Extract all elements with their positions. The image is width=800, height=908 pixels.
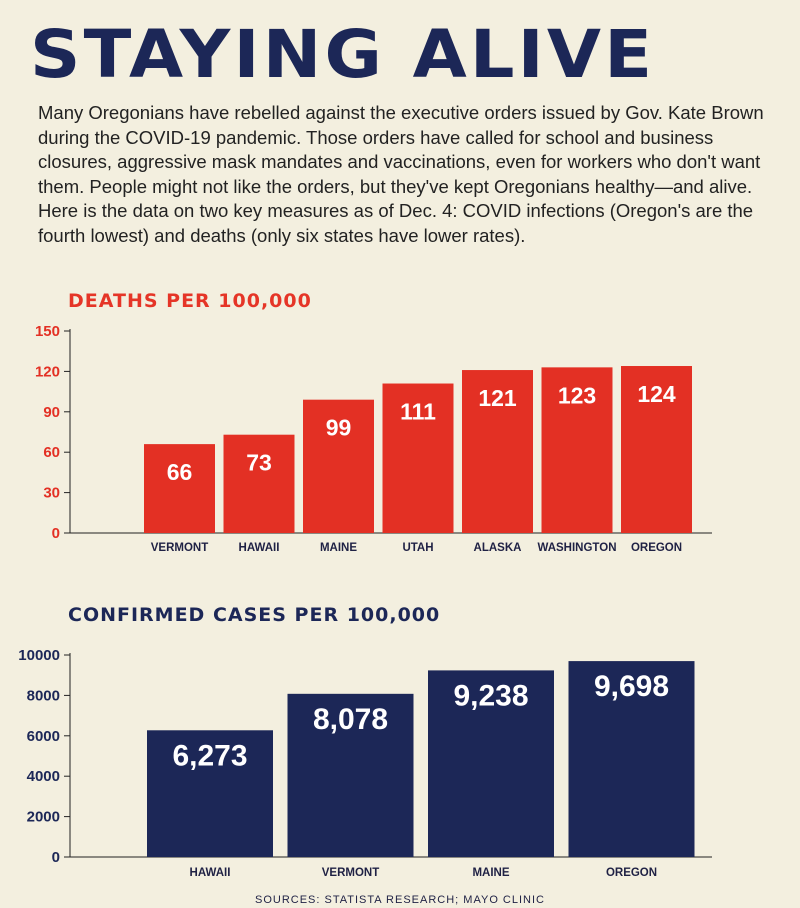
bar <box>303 399 374 533</box>
bar <box>144 444 215 533</box>
deaths-chart-title: DEATHS PER 100,000 <box>68 290 312 312</box>
y-tick-label: 6000 <box>27 728 60 745</box>
bar-value-label: 6,273 <box>172 739 247 772</box>
bar-value-label: 8,078 <box>313 703 388 736</box>
category-label: ALASKA <box>474 542 522 554</box>
bar-value-label: 124 <box>637 381 676 407</box>
cases-chart: 0 2000 4000 6000 8000 10000 6,273 HAWAII 8,078 VE… <box>18 647 712 879</box>
bar <box>462 370 533 533</box>
category-label: VERMONT <box>151 542 209 554</box>
category-label: OREGON <box>606 867 657 879</box>
y-tick-label: 4000 <box>27 768 60 785</box>
category-label: HAWAII <box>190 867 231 879</box>
y-tick-label: 90 <box>43 404 60 421</box>
bar <box>147 730 273 857</box>
y-tick-label: 30 <box>43 485 60 502</box>
bar <box>287 693 414 857</box>
bar-value-label: 73 <box>246 450 272 476</box>
y-tick-label: 8000 <box>27 687 60 704</box>
category-label: OREGON <box>631 542 682 554</box>
page-title: STAYING ALIVE <box>30 16 656 93</box>
bar-value-label: 121 <box>478 385 517 411</box>
y-tick-label: 10000 <box>18 647 60 664</box>
bar-value-label: 123 <box>558 382 596 408</box>
y-tick-label: 120 <box>35 363 60 380</box>
bar <box>223 434 295 533</box>
y-tick-label: 2000 <box>27 809 60 826</box>
deaths-chart: 0 30 60 90 120 150 66 VERMONT 73 HAWAII 99 MAINE 111… <box>35 323 712 554</box>
bar <box>568 661 695 857</box>
category-label: UTAH <box>402 542 433 554</box>
category-label: VERMONT <box>322 867 380 879</box>
bar-value-label: 99 <box>326 415 352 441</box>
category-label: WASHINGTON <box>537 542 616 554</box>
intro-paragraph: Many Oregonians have rebelled against th… <box>38 102 764 246</box>
bar <box>382 383 454 533</box>
y-tick-label: 0 <box>52 525 60 542</box>
sources-note: SOURCES: STATISTA RESEARCH; MAYO CLINIC <box>254 894 545 906</box>
bar <box>621 366 692 533</box>
bar <box>428 670 554 857</box>
y-tick-label: 60 <box>43 444 60 461</box>
y-tick-label: 0 <box>52 849 60 866</box>
cases-chart-title: CONFIRMED CASES PER 100,000 <box>68 604 441 626</box>
category-label: MAINE <box>472 867 509 879</box>
y-tick-label: 150 <box>35 323 60 340</box>
bar-value-label: 9,698 <box>594 670 669 703</box>
bar <box>541 367 613 533</box>
bar-value-label: 111 <box>400 399 436 425</box>
category-label: MAINE <box>320 542 357 554</box>
bar-value-label: 66 <box>167 459 193 485</box>
bar-value-label: 9,238 <box>453 679 528 712</box>
category-label: HAWAII <box>239 542 280 554</box>
